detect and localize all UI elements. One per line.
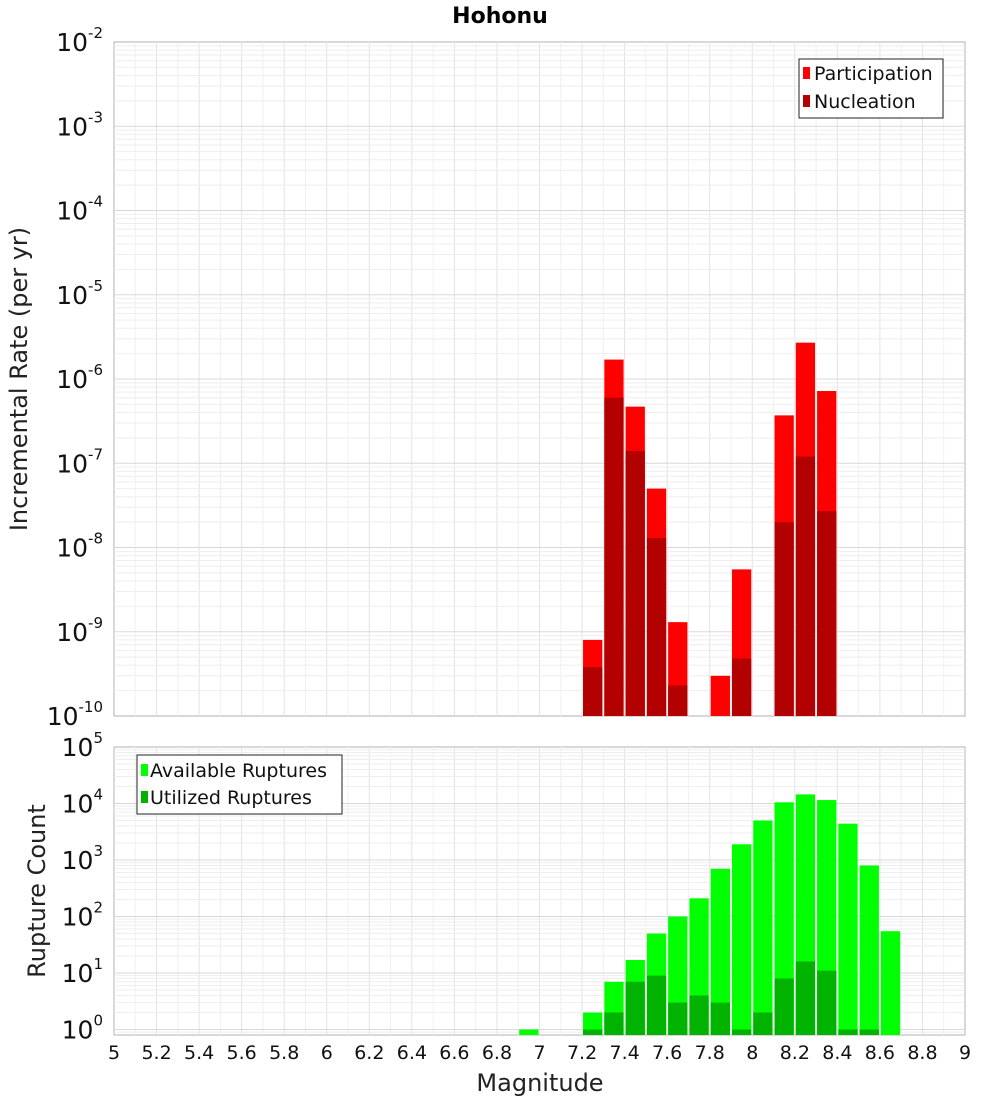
rate-bar-nucleation <box>604 397 624 716</box>
rate-ytick-label: 10-3 <box>56 108 103 141</box>
count-y-axis-label: Rupture Count <box>23 804 51 978</box>
rate-bar-participation <box>710 675 730 716</box>
rate-panel: 10-2 10-3 10-4 10-5 10-6 10-7 10-8 10-9 10-10 In… <box>5 24 966 731</box>
count-ytick-label: 104 <box>62 786 103 819</box>
count-bar-utilized-ruptures <box>817 970 837 1035</box>
rate-ytick-label: 10-6 <box>56 361 103 394</box>
rate-gridlines <box>114 42 965 716</box>
count-ytick-label: 101 <box>62 955 103 988</box>
count-bar-available-ruptures <box>519 1029 539 1035</box>
count-bar-utilized-ruptures <box>838 1029 858 1035</box>
x-tick-label: 5.8 <box>269 1042 299 1064</box>
count-bar-utilized-ruptures <box>774 978 794 1035</box>
count-bar-available-ruptures <box>710 868 730 1035</box>
count-bar-utilized-ruptures <box>859 1029 879 1035</box>
x-tick-label: 6.2 <box>354 1042 384 1064</box>
count-bar-utilized-ruptures <box>753 1012 773 1035</box>
rate-bar-nucleation <box>774 522 794 716</box>
x-tick-label: 8.6 <box>865 1042 895 1064</box>
count-bar-available-ruptures <box>838 823 858 1035</box>
count-bar-utilized-ruptures <box>604 1012 624 1035</box>
count-y-ticks: 105 104 103 102 101 100 <box>62 729 103 1045</box>
count-bar-available-ruptures <box>753 820 773 1035</box>
rate-ytick-label: 10-7 <box>56 445 103 478</box>
x-tick-label: 7 <box>533 1042 545 1064</box>
x-tick-label: 7.4 <box>609 1042 639 1064</box>
x-tick-label: 8.8 <box>907 1042 937 1064</box>
x-tick-label: 8.2 <box>780 1042 810 1064</box>
x-tick-label: 6 <box>321 1042 333 1064</box>
count-bar-utilized-ruptures <box>731 1029 752 1035</box>
rate-bar-nucleation <box>668 685 688 716</box>
count-legend-box <box>136 754 343 815</box>
x-tick-label: 7.2 <box>567 1042 597 1064</box>
x-tick-label: 5 <box>108 1042 120 1064</box>
count-bar-utilized-ruptures <box>710 1002 730 1035</box>
rate-ytick-label: 10-9 <box>56 614 103 647</box>
count-bar-utilized-ruptures <box>646 975 667 1035</box>
nucleation-legend-label: Nucleation <box>814 91 916 113</box>
x-axis-label: Magnitude <box>476 1069 603 1097</box>
rate-bar-nucleation <box>817 511 837 716</box>
rate-ytick-label: 10-8 <box>56 530 103 563</box>
rate-legend-box <box>798 58 944 119</box>
utilized-legend-label: Utilized Ruptures <box>150 787 312 809</box>
x-tick-label: 5.2 <box>141 1042 171 1064</box>
available-legend-label: Available Ruptures <box>150 760 327 782</box>
count-bar-utilized-ruptures <box>795 961 816 1035</box>
count-bar-available-ruptures <box>583 1012 603 1035</box>
x-tick-label: 7.6 <box>652 1042 682 1064</box>
rate-ytick-label: 10-5 <box>56 277 103 310</box>
count-bar-available-ruptures <box>859 865 879 1035</box>
x-tick-label: 5.4 <box>184 1042 214 1064</box>
count-bar-available-ruptures <box>880 931 901 1035</box>
x-tick-label: 8.4 <box>822 1042 852 1064</box>
rate-bars <box>583 342 837 716</box>
x-tick-label: 5.6 <box>227 1042 257 1064</box>
x-tick-label: 6.6 <box>439 1042 469 1064</box>
count-panel: 105 104 103 102 101 100 5 5.2 5.4 5.6 5.8 6 6.2 6.4 6… <box>23 729 971 1097</box>
nucleation-legend-swatch <box>803 95 810 107</box>
count-ytick-label: 103 <box>62 842 103 875</box>
rate-legend: Participation Nucleation <box>798 58 944 119</box>
rate-bar-nucleation <box>583 667 603 716</box>
rate-ytick-label: 10-4 <box>56 193 103 226</box>
available-legend-swatch <box>141 764 148 776</box>
count-bar-utilized-ruptures <box>625 981 645 1035</box>
count-ytick-label: 102 <box>62 899 103 932</box>
count-legend: Available Ruptures Utilized Ruptures <box>136 754 343 815</box>
rate-y-ticks: 10-2 10-3 10-4 10-5 10-6 10-7 10-8 10-9 10-10 <box>47 24 103 731</box>
count-x-ticks: 5 5.2 5.4 5.6 5.8 6 6.2 6.4 6.6 6.8 7 7.2 7.4 7.6 7.8 8… <box>108 1042 971 1064</box>
rate-bar-nucleation <box>731 658 752 716</box>
count-bar-available-ruptures <box>774 802 794 1035</box>
count-bar-utilized-ruptures <box>583 1029 603 1035</box>
x-tick-label: 9 <box>959 1042 971 1064</box>
count-bar-utilized-ruptures <box>668 1002 688 1035</box>
participation-legend-label: Participation <box>814 63 933 85</box>
count-ytick-label: 105 <box>62 729 103 762</box>
participation-legend-swatch <box>803 67 810 79</box>
rate-ytick-label: 10-10 <box>47 698 103 731</box>
x-tick-label: 6.4 <box>397 1042 427 1064</box>
count-bar-utilized-ruptures <box>689 995 709 1035</box>
count-bars <box>519 794 901 1035</box>
utilized-legend-swatch <box>141 791 148 803</box>
rate-y-axis-label: Incremental Rate (per yr) <box>5 227 33 531</box>
count-ytick-label: 100 <box>62 1012 103 1045</box>
chart-title: Hohonu <box>452 4 548 29</box>
x-tick-label: 7.8 <box>695 1042 725 1064</box>
x-tick-label: 6.8 <box>482 1042 512 1064</box>
rate-bar-nucleation <box>625 450 645 716</box>
count-bar-available-ruptures <box>731 844 752 1035</box>
rate-ytick-label: 10-2 <box>56 24 103 57</box>
rate-bar-nucleation <box>795 456 816 716</box>
rate-bar-nucleation <box>646 537 667 716</box>
x-tick-label: 8 <box>746 1042 758 1064</box>
